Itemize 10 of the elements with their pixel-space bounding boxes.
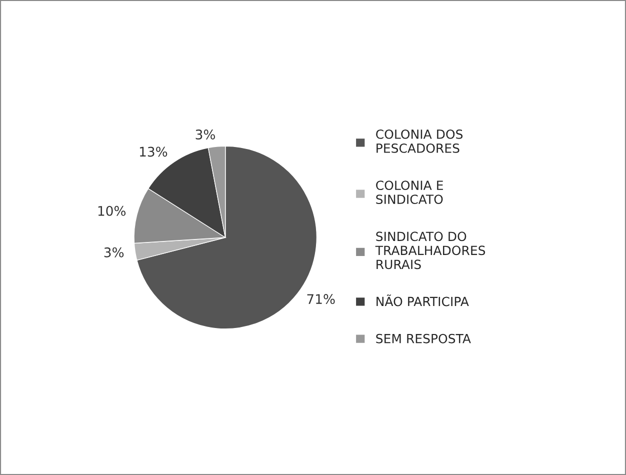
legend-label: COLONIA E SINDICATO bbox=[376, 180, 443, 204]
legend-label: SEM RESPOSTA bbox=[376, 334, 471, 344]
data-label: 71% bbox=[307, 294, 335, 304]
legend-label: NÃO PARTICIPA bbox=[376, 294, 469, 306]
data-label: 3% bbox=[196, 129, 216, 140]
data-label: 10% bbox=[98, 206, 126, 216]
legend-label: COLONIA DOS PESCADORES bbox=[376, 129, 463, 153]
legend-label: SINDICATO DO TRABALHADORES RURAIS bbox=[375, 232, 486, 270]
data-label: 13% bbox=[140, 146, 168, 157]
data-label: 3% bbox=[104, 247, 124, 258]
